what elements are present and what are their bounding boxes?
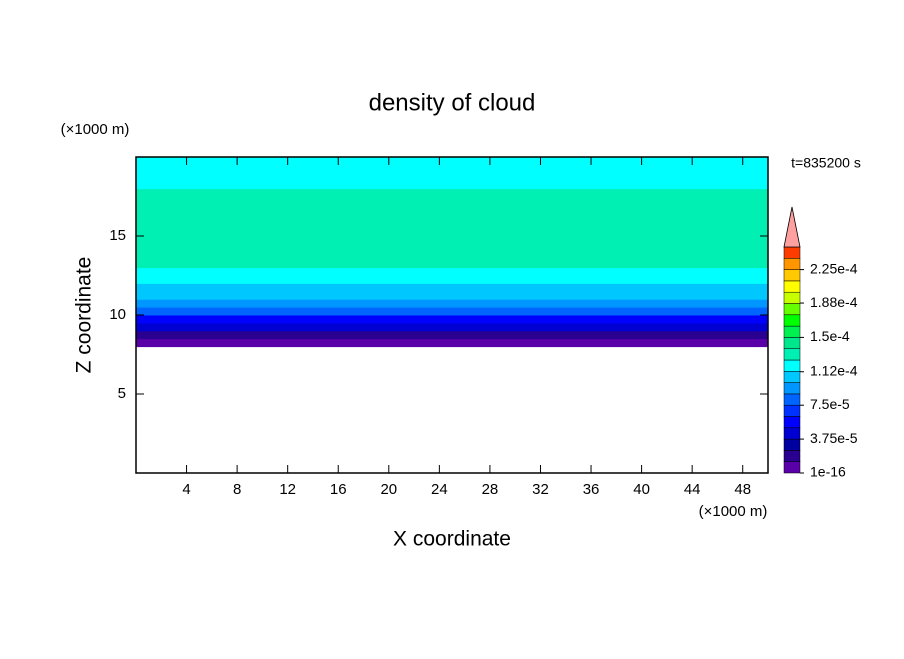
colorbar-segment — [783, 416, 801, 429]
contour-band — [136, 267, 768, 284]
x-axis-label: X coordinate — [393, 528, 511, 551]
colorbar-segment — [783, 438, 801, 451]
x-tick-label: 12 — [279, 481, 296, 498]
colorbar-tick-label: 1.12e-4 — [810, 362, 858, 378]
x-tick-label: 16 — [330, 481, 347, 498]
colorbar-segment — [783, 348, 801, 361]
contour-band — [136, 299, 768, 308]
y-tick-label: 15 — [109, 227, 126, 244]
colorbar-segment — [783, 325, 801, 338]
colorbar-segment — [783, 427, 801, 440]
colorbar-segment — [783, 393, 801, 406]
annotation: t=835200 s — [791, 155, 861, 171]
colorbar-segment — [783, 280, 801, 293]
colorbar-segment — [783, 461, 801, 474]
colorbar-tick-label: 3.75e-5 — [810, 430, 858, 446]
x-tick-label: 44 — [684, 481, 701, 498]
x-tick-label: 28 — [482, 481, 499, 498]
x-tick-label: 8 — [233, 481, 241, 498]
colorbar-tick-label: 1e-16 — [810, 464, 846, 480]
colorbar-segment — [783, 337, 801, 349]
contour-band — [136, 338, 768, 348]
colorbar-segment — [783, 314, 801, 327]
chart-title: density of cloud — [369, 89, 536, 116]
contour-band — [136, 330, 768, 340]
y-tick-label: 10 — [109, 306, 126, 323]
colorbar-tick-label: 1.5e-4 — [810, 328, 850, 344]
colorbar-segment — [783, 404, 801, 417]
contour-band — [136, 315, 768, 324]
colorbar-tick-label: 2.25e-4 — [810, 260, 858, 276]
colorbar-segment — [783, 291, 801, 304]
x-tick-label: 36 — [583, 481, 600, 498]
x-tick-label: 20 — [380, 481, 397, 498]
x-unit: (×1000 m) — [699, 503, 768, 520]
colorbar-segment — [783, 246, 801, 259]
colorbar-segment — [783, 269, 801, 282]
colorbar-extend — [783, 206, 801, 248]
contour-band — [136, 322, 768, 332]
colorbar-tick-label: 7.5e-5 — [810, 396, 850, 412]
contour-band — [136, 157, 768, 174]
x-tick-label: 24 — [431, 481, 448, 498]
x-tick-label: 48 — [734, 481, 751, 498]
x-tick-label: 40 — [633, 481, 650, 498]
colorbar-segment — [783, 258, 801, 270]
colorbar-segment — [783, 303, 801, 316]
contour-band — [136, 283, 768, 300]
colorbar-segment — [783, 450, 801, 462]
contour-band — [136, 307, 768, 316]
y-unit: (×1000 m) — [61, 121, 130, 138]
colorbar-segment — [783, 359, 801, 372]
x-tick-label: 4 — [182, 481, 190, 498]
colorbar-segment — [783, 382, 801, 395]
y-tick-label: 5 — [118, 385, 126, 402]
contour-band — [136, 172, 768, 190]
colorbar-segment — [783, 371, 801, 383]
x-tick-label: 32 — [532, 481, 549, 498]
y-axis-label: Z coordinate — [73, 257, 96, 374]
contour-band — [136, 188, 768, 269]
colorbar-tick-label: 1.88e-4 — [810, 294, 858, 310]
